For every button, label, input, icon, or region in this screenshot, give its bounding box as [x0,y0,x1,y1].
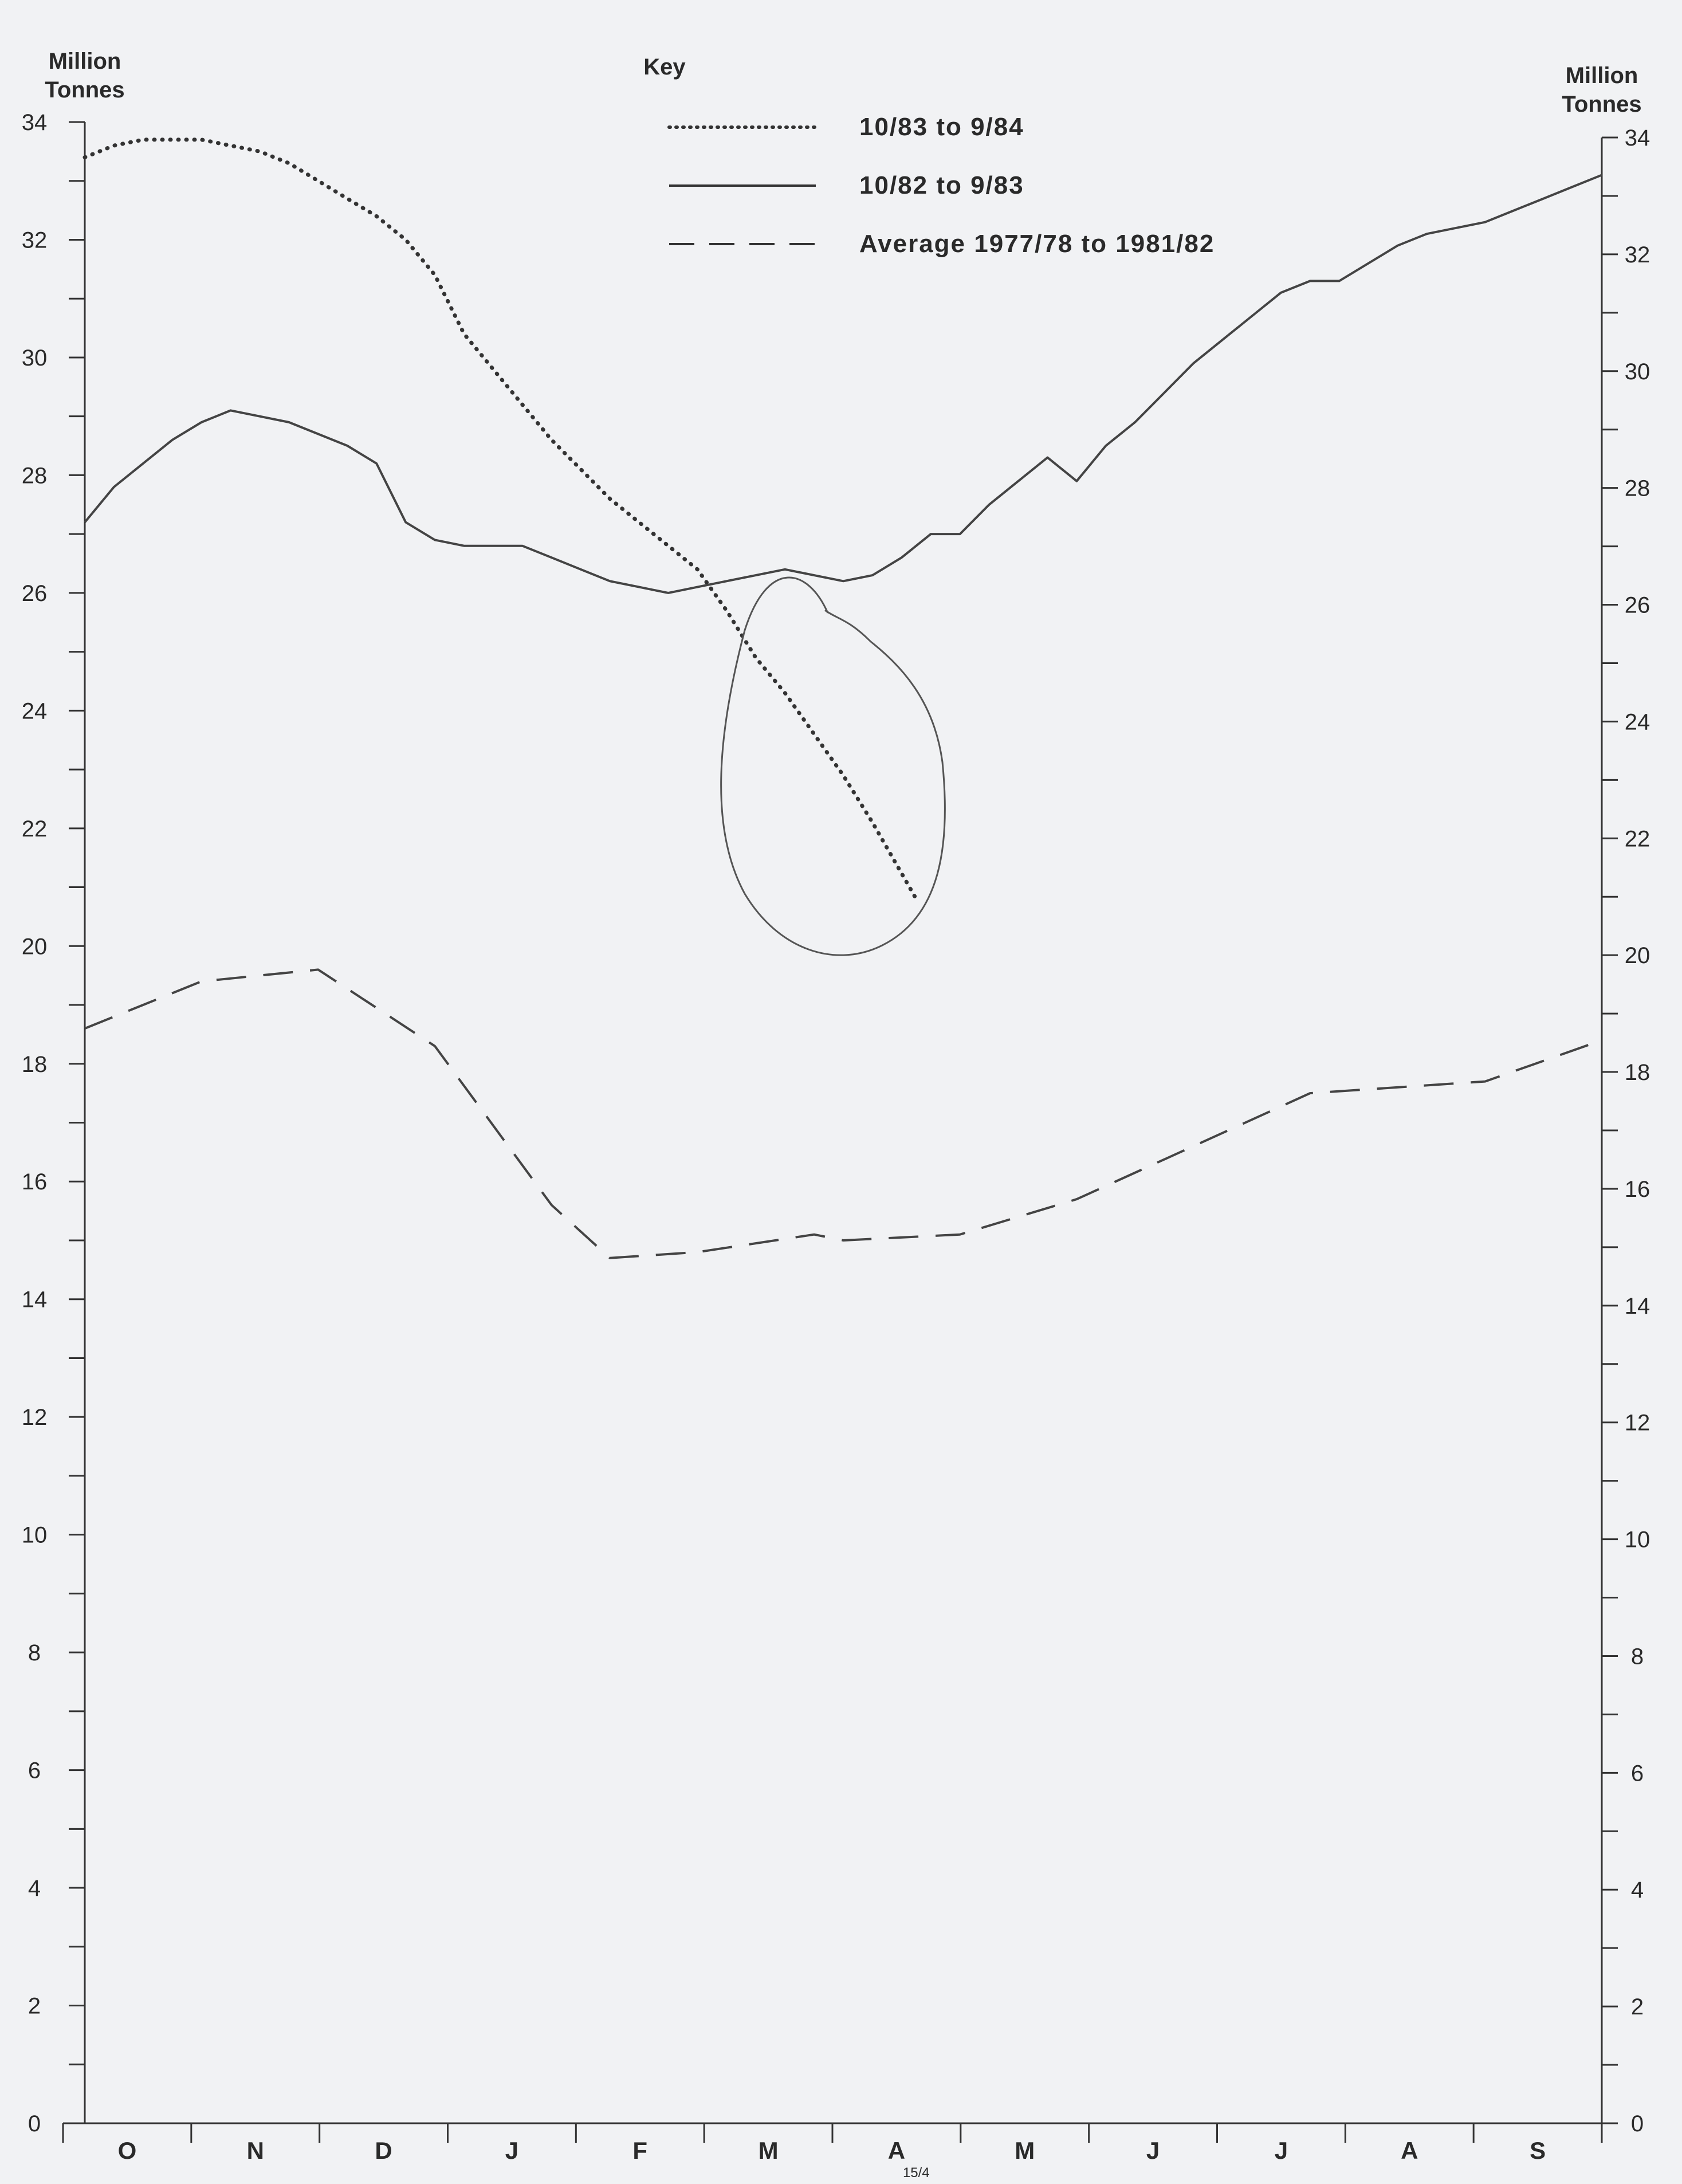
right-tick-label: 8 [1631,1644,1644,1669]
month-label: N [247,2137,264,2164]
left-tick-label: 26 [22,581,48,606]
left-tick-label: 4 [28,1876,41,1901]
right-axis-title-line2: Tonnes [1562,92,1641,117]
month-label: F [632,2137,647,2164]
month-label: J [1146,2137,1160,2164]
axes-group: 0246810121416182022242628303234024681012… [22,110,1650,2181]
right-tick-label: 4 [1631,1877,1644,1903]
right-tick-label: 10 [1625,1527,1650,1553]
legend-label-average: Average 1977/78 to 1981/82 [859,230,1215,258]
legend-title: Key [643,54,686,80]
right-tick-label: 30 [1625,359,1650,384]
right-tick-label: 22 [1625,826,1650,851]
right-tick-label: 20 [1625,943,1650,968]
left-tick-label: 32 [22,227,48,253]
month-label: O [118,2137,137,2164]
right-tick-label: 6 [1631,1761,1644,1786]
left-tick-label: 6 [28,1758,41,1784]
right-tick-label: 28 [1625,476,1650,501]
month-label: A [888,2137,905,2164]
right-tick-label: 34 [1625,125,1650,151]
left-tick-label: 10 [22,1523,48,1548]
right-tick-label: 24 [1625,709,1650,734]
left-tick-label: 20 [22,934,48,959]
left-tick-label: 14 [22,1287,48,1313]
legend-label-series-1982-83: 10/82 to 9/83 [859,171,1024,199]
left-tick-label: 30 [22,345,48,371]
month-label: S [1530,2137,1546,2164]
left-tick-label: 24 [22,698,48,724]
month-label: M [1015,2137,1035,2164]
right-axis-title-line1: Million [1566,63,1638,88]
right-tick-label: 12 [1625,1411,1650,1436]
month-label: D [375,2137,392,2164]
left-tick-label: 0 [28,2111,41,2136]
left-tick-label: 12 [22,1405,48,1430]
left-tick-label: 34 [22,110,48,135]
right-tick-label: 2 [1631,1994,1644,2020]
month-label: M [759,2137,779,2164]
legend-label-series-1983-84: 10/83 to 9/84 [859,113,1024,141]
annotation-15-4: 15/4 [903,2165,930,2181]
left-axis-title-line2: Tonnes [45,77,124,103]
month-label: J [505,2137,518,2164]
month-label: J [1275,2137,1288,2164]
left-tick-label: 16 [22,1169,48,1195]
left-tick-label: 8 [28,1640,41,1666]
series-line-dotted [82,138,918,901]
right-tick-label: 26 [1625,593,1650,618]
series-line-solid [84,174,1602,594]
right-tick-label: 14 [1625,1294,1650,1319]
left-tick-label: 22 [22,816,48,842]
series-line-dashed [84,968,1602,1259]
hand-drawn-circle [720,576,946,956]
left-tick-label: 2 [28,1994,41,2019]
right-tick-label: 16 [1625,1177,1650,1202]
left-axis-title-line1: Million [49,49,121,74]
left-tick-label: 28 [22,463,48,488]
month-label: A [1401,2137,1418,2164]
series-group [82,138,1602,1259]
right-tick-label: 32 [1625,242,1650,268]
legend: Key 10/83 to 9/84 10/82 to 9/83 Average … [643,54,1215,258]
right-tick-label: 18 [1625,1060,1650,1085]
right-tick-label: 0 [1631,2111,1644,2136]
left-tick-label: 18 [22,1052,48,1077]
